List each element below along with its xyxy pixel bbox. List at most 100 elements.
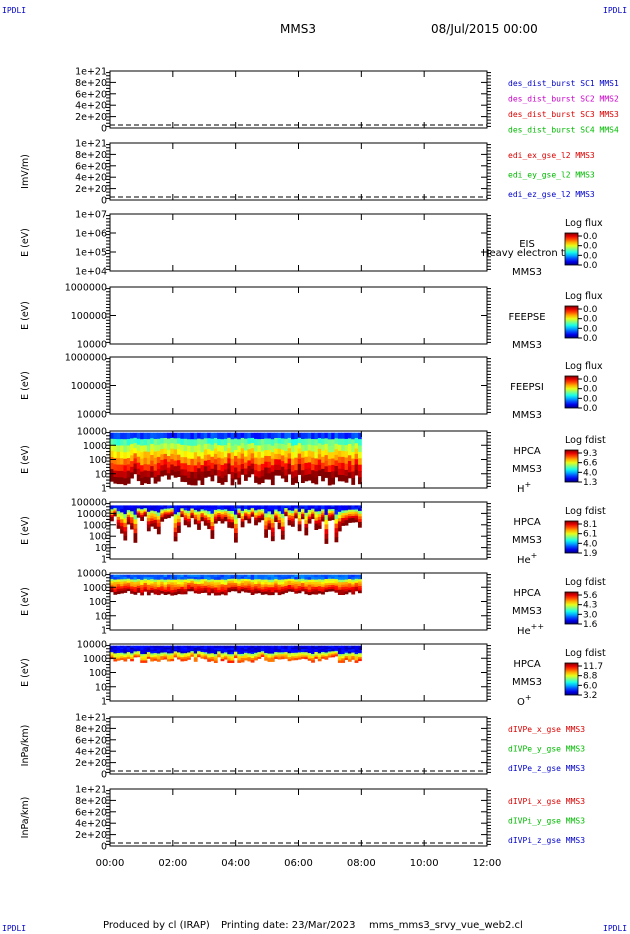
spectrogram-cell (193, 458, 198, 466)
species-label: He++ (517, 622, 544, 637)
spectrogram-cell (220, 471, 225, 479)
legend-entry: dIVPe_y_gse MMS3 (508, 745, 585, 754)
spectrogram-cell (163, 584, 168, 588)
spectrogram-cell (150, 579, 154, 582)
spectrogram-cell (277, 511, 282, 515)
y-tick-label: 8e+20 (75, 724, 107, 735)
spectrogram-cell (156, 589, 161, 593)
spectrogram-cell (354, 443, 359, 449)
spectrogram-cell (120, 464, 124, 472)
spectrogram-cell (247, 645, 252, 648)
spectrogram-cell (297, 650, 302, 653)
spectrogram-cell (230, 652, 235, 655)
spectrogram-cell (321, 586, 325, 590)
spectrogram-cell (257, 515, 262, 519)
spectrogram-cell (317, 432, 322, 439)
spectrogram-cell (193, 465, 198, 473)
spectrogram-cell (257, 656, 262, 659)
spectrogram-cell (260, 648, 265, 651)
spectrogram-cell (280, 650, 285, 653)
spectrogram-cell (307, 656, 312, 659)
spectrogram-cell (207, 655, 211, 658)
spectrogram-cell (260, 463, 265, 471)
spectrogram-cell (163, 655, 168, 658)
spectrogram-cell (160, 511, 165, 514)
spectrogram-cell (120, 656, 124, 659)
spectrogram-cell (140, 518, 144, 521)
spectrogram-cell (193, 472, 198, 479)
spectrogram-cell (180, 512, 185, 515)
spectrogram-cell (230, 584, 235, 588)
spectrogram-cell (167, 510, 171, 512)
spectrogram-cell (257, 517, 262, 521)
spectrogram-cell (301, 587, 305, 590)
spectrogram-cell (173, 509, 178, 515)
spectrogram-cell (190, 578, 195, 582)
spectrogram-cell (314, 511, 319, 515)
spectrogram-cell (250, 645, 255, 649)
spectrogram-cell (213, 521, 218, 524)
spectrogram-cell (294, 464, 299, 471)
spectrogram-cell (297, 649, 302, 652)
spectrogram-cell (304, 516, 309, 521)
spectrogram-cell (143, 660, 148, 663)
spectrogram-cell (351, 647, 356, 650)
spectrogram-cell (244, 585, 248, 589)
spectrogram-cell (317, 516, 322, 521)
spectrogram-cell (156, 523, 161, 528)
spectrogram-cell (297, 508, 302, 513)
spectrogram-cell (140, 647, 144, 651)
spectrogram-cell (153, 653, 158, 656)
spectrogram-cell (163, 654, 168, 657)
spectrogram-cell (358, 656, 362, 660)
spectrogram-cell (307, 518, 312, 522)
spectrogram-cell (203, 443, 208, 450)
spectrogram-cell (341, 475, 345, 482)
spectrogram-cell (234, 586, 238, 590)
spectrogram-cell (284, 579, 289, 582)
spectrogram-cell (223, 582, 228, 586)
spectrogram-cell (280, 455, 285, 462)
spectrogram-cell (314, 582, 319, 585)
spectrogram-cell (197, 511, 201, 515)
spectrogram-cell (304, 520, 309, 525)
spectrogram-cell (170, 649, 175, 652)
spectrogram-cell (277, 525, 282, 530)
spectrogram-cell (274, 645, 278, 648)
legend-entry: des_dist_burst SC2 MMS2 (508, 95, 619, 104)
spectrogram-cell (254, 586, 258, 589)
spectrogram-cell (160, 645, 165, 648)
spectrogram-cell (223, 513, 228, 516)
spectrogram-cell (267, 653, 272, 656)
spectrogram-cell (264, 647, 268, 650)
overlay-label: Heavy electron to (482, 248, 571, 259)
spectrogram-cell (250, 584, 255, 588)
spectrogram-cell (210, 579, 215, 582)
spectrogram-cell (321, 450, 325, 458)
spectrogram-cell (264, 591, 268, 595)
spectrogram-cell (344, 656, 349, 659)
spectrogram-cell (260, 651, 265, 653)
colorbar-title: Log flux (565, 218, 603, 229)
spectrogram-cell (213, 459, 218, 465)
spectrogram-cell (116, 458, 121, 465)
colorbar-title: Log fdist (565, 577, 606, 588)
spectrogram-cell (163, 647, 168, 650)
spectrogram-cell (291, 656, 295, 659)
spectrogram-cell (274, 576, 278, 580)
spectrogram-cell (203, 579, 208, 582)
spectrogram-cell (227, 647, 232, 651)
spectrogram-cell (280, 466, 285, 473)
spectrogram-cell (304, 650, 309, 653)
colorbar (564, 449, 579, 483)
spectrogram-cell (190, 651, 195, 653)
spectrogram-cell (143, 464, 148, 471)
spectrogram-cell (270, 649, 275, 653)
spectrogram-cell (277, 582, 282, 586)
spectrogram-cell (280, 505, 285, 510)
spectrogram-cell (327, 652, 332, 655)
spectrogram-cell (284, 463, 289, 470)
spectrogram-cell (130, 584, 134, 587)
y-tick-label: 10 (95, 543, 107, 554)
colorbar-tick-label: 0.0 (583, 394, 598, 404)
